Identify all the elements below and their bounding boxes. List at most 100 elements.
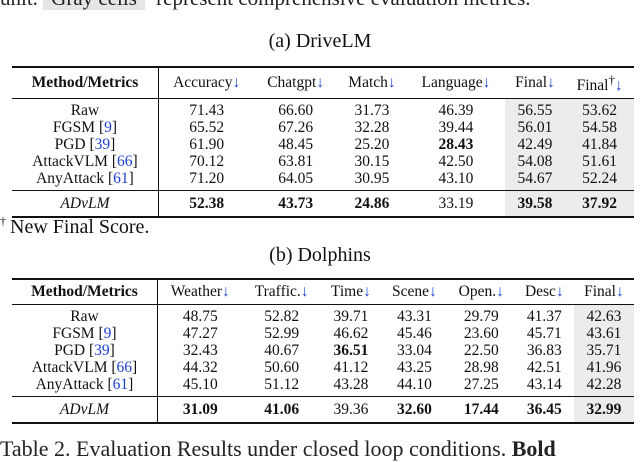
previous-caption-fragment: unit. Gray cells represent comprehensive… bbox=[0, 0, 640, 16]
value-cell: 37.92 bbox=[565, 190, 634, 218]
value-cell: 71.43 bbox=[189, 102, 225, 120]
citation-link[interactable]: 39 bbox=[94, 342, 110, 359]
header-desc: Desc↓ bbox=[524, 283, 564, 300]
header-traffic: Traffic.↓ bbox=[254, 283, 309, 300]
dolphins-results-table: Method/Metrics Weather↓ Traffic.↓ Time↓ … bbox=[12, 278, 634, 424]
citation-link[interactable]: 39 bbox=[94, 136, 111, 154]
value-cell: 45.10 bbox=[182, 376, 218, 393]
value-cell: 46.39 bbox=[438, 102, 474, 120]
value-cell: 41.06 bbox=[264, 401, 300, 418]
table-header-row: Method/Metrics Weather↓ Traffic.↓ Time↓ … bbox=[12, 279, 634, 305]
value-cell: 32.28 bbox=[354, 119, 390, 137]
method-cell: FGSM [9] bbox=[12, 119, 159, 137]
value-cell: 32.60 bbox=[396, 401, 432, 418]
header-open: Open.↓ bbox=[458, 283, 504, 300]
value-cell: 52.24 bbox=[565, 170, 634, 191]
value-cell: 42.51 bbox=[526, 359, 562, 376]
down-arrow-icon: ↓ bbox=[232, 74, 241, 92]
value-cell: 54.08 bbox=[504, 153, 566, 171]
header-time: Time↓ bbox=[330, 283, 371, 300]
value-cell: 61.90 bbox=[189, 136, 225, 154]
method-cell: AttackVLM [66] bbox=[12, 153, 159, 171]
value-cell: 29.79 bbox=[463, 308, 499, 325]
header-final: Final↓ bbox=[515, 74, 555, 92]
value-cell: 43.28 bbox=[333, 376, 369, 393]
value-cell: 43.10 bbox=[438, 170, 474, 188]
value-cell: 56.01 bbox=[504, 119, 566, 137]
value-cell: 32.43 bbox=[182, 342, 218, 359]
method-cell: AnyAttack [61] bbox=[12, 170, 159, 191]
value-cell: 52.99 bbox=[264, 325, 300, 342]
value-cell: 51.12 bbox=[264, 376, 300, 393]
value-cell: 36.83 bbox=[526, 342, 562, 359]
citation-link[interactable]: 9 bbox=[104, 119, 112, 137]
value-cell: 52.38 bbox=[189, 195, 225, 213]
down-arrow-icon: ↓ bbox=[482, 74, 491, 92]
table-caption-text: Evaluation Results under closed loop con… bbox=[76, 436, 507, 461]
down-arrow-icon: ↓ bbox=[363, 283, 371, 300]
value-cell: 25.20 bbox=[354, 136, 390, 154]
value-cell: 50.60 bbox=[264, 359, 300, 376]
value-cell: 17.44 bbox=[463, 401, 499, 418]
down-arrow-icon: ↓ bbox=[429, 283, 437, 300]
value-cell: 42.63 bbox=[573, 304, 634, 325]
header-accuracy: Accuracy↓ bbox=[173, 74, 241, 92]
previous-caption-prefix: unit. bbox=[0, 0, 38, 10]
value-cell: 54.58 bbox=[565, 119, 634, 137]
value-cell: 44.10 bbox=[396, 376, 432, 393]
down-arrow-icon: ↓ bbox=[316, 74, 325, 92]
citation-link[interactable]: 9 bbox=[103, 325, 112, 342]
header-scene: Scene↓ bbox=[392, 283, 437, 300]
drivelm-results-table: Method/Metrics Accuracy↓ Chatgpt↓ Match↓… bbox=[12, 66, 634, 218]
method-cell-ours: ADvLM bbox=[12, 190, 159, 218]
value-cell: 35.71 bbox=[573, 342, 634, 359]
table-caption-label: Table 2. bbox=[0, 436, 71, 461]
value-cell: 43.25 bbox=[396, 359, 432, 376]
dagger-mark: † bbox=[608, 72, 615, 87]
table-row-ours: ADvLM 31.09 41.06 39.36 32.60 17.44 36.4… bbox=[12, 396, 634, 423]
value-cell: 27.25 bbox=[463, 376, 499, 393]
value-cell: 41.12 bbox=[333, 359, 369, 376]
value-cell: 41.84 bbox=[565, 136, 634, 154]
down-arrow-icon: ↓ bbox=[222, 283, 230, 300]
table-caption-fragment: Table 2. Evaluation Results under closed… bbox=[0, 436, 556, 462]
header-match: Match↓ bbox=[348, 74, 396, 92]
table-row-ours: ADvLM 52.38 43.73 24.86 33.19 39.58 37.9… bbox=[12, 190, 634, 218]
value-cell: 33.04 bbox=[396, 342, 432, 359]
footnote: † New Final Score. bbox=[0, 214, 149, 239]
value-cell: 71.20 bbox=[189, 170, 225, 188]
method-cell: PGD [39] bbox=[12, 342, 158, 359]
citation-link[interactable]: 66 bbox=[117, 153, 133, 171]
table-row: AttackVLM [66] 44.32 50.60 41.12 43.25 2… bbox=[12, 359, 634, 376]
citation-link[interactable]: 61 bbox=[112, 376, 129, 393]
value-cell: 24.86 bbox=[354, 195, 390, 213]
value-cell: 39.36 bbox=[333, 401, 369, 418]
value-cell: 40.67 bbox=[264, 342, 300, 359]
down-arrow-icon: ↓ bbox=[555, 283, 564, 300]
value-cell: 32.99 bbox=[573, 396, 634, 423]
value-cell: 43.14 bbox=[526, 376, 562, 393]
value-cell: 42.49 bbox=[504, 136, 566, 154]
citation-link[interactable]: 66 bbox=[116, 359, 133, 376]
citation-link[interactable]: 61 bbox=[113, 170, 129, 188]
value-cell: 36.45 bbox=[526, 401, 562, 418]
header-final-new: Final†↓ bbox=[576, 72, 623, 95]
down-arrow-icon: ↓ bbox=[300, 283, 309, 300]
value-cell: 41.37 bbox=[526, 308, 562, 325]
table-row: PGD [39] 61.90 48.45 25.20 28.43 42.49 4… bbox=[12, 136, 634, 154]
value-cell: 48.45 bbox=[278, 136, 314, 154]
value-cell: 51.61 bbox=[565, 153, 634, 171]
value-cell: 66.60 bbox=[278, 102, 314, 120]
value-cell: 28.43 bbox=[438, 136, 474, 154]
value-cell: 43.31 bbox=[396, 308, 432, 325]
value-cell: 31.73 bbox=[354, 102, 390, 120]
value-cell: 46.62 bbox=[333, 325, 369, 342]
table-row: Raw 48.75 52.82 39.71 43.31 29.79 41.37 … bbox=[12, 304, 634, 325]
value-cell: 28.98 bbox=[463, 359, 499, 376]
value-cell: 23.60 bbox=[463, 325, 499, 342]
table-row: Raw 71.43 66.60 31.73 46.39 56.55 53.62 bbox=[12, 98, 634, 120]
value-cell: 42.50 bbox=[438, 153, 474, 171]
header-chatgpt: Chatgpt↓ bbox=[267, 74, 325, 92]
down-arrow-icon: ↓ bbox=[547, 74, 555, 92]
previous-caption-rest: represent comprehensive evaluation metri… bbox=[156, 0, 530, 10]
